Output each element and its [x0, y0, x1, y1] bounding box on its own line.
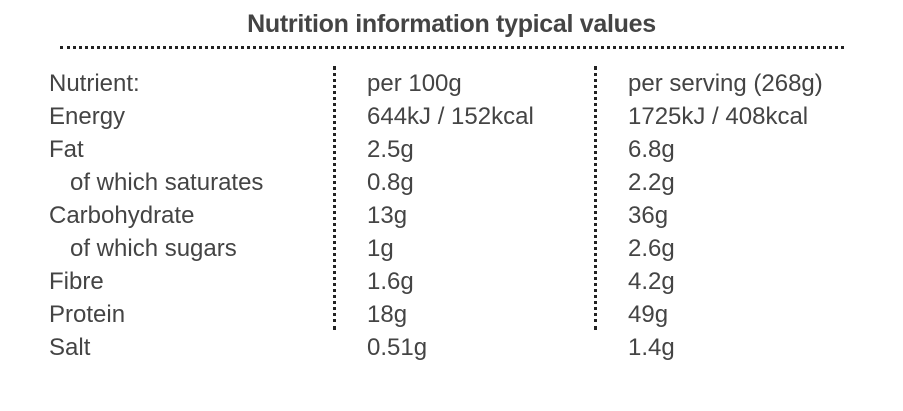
value-per-serving: 1725kJ / 408kcal	[628, 103, 809, 130]
table-row: of which sugars 1g 2.6g	[0, 232, 903, 265]
value-per-100g: 1g	[367, 235, 394, 262]
value-per-100g: 644kJ / 152kcal	[367, 103, 534, 130]
table-row: Energy 644kJ / 152kcal 1725kJ / 408kcal	[0, 100, 903, 133]
nutrition-table: Nutrient: per 100g per serving (268g) En…	[0, 67, 903, 364]
table-row: Salt 0.51g 1.4g	[0, 331, 903, 364]
value-per-100g: 0.51g	[367, 334, 428, 361]
nutrient-name: of which saturates	[70, 169, 264, 196]
value-per-100g: 2.5g	[367, 136, 414, 163]
nutrient-name: Carbohydrate	[49, 202, 195, 229]
value-per-serving: 36g	[628, 202, 669, 229]
value-per-serving: 1.4g	[628, 334, 675, 361]
value-per-serving: 2.2g	[628, 169, 675, 196]
value-per-serving: 4.2g	[628, 268, 675, 295]
value-per-100g: 0.8g	[367, 169, 414, 196]
table-row: Carbohydrate 13g 36g	[0, 199, 903, 232]
nutrient-name: Protein	[49, 301, 126, 328]
table-row: Fat 2.5g 6.8g	[0, 133, 903, 166]
value-per-serving: 49g	[628, 301, 669, 328]
table-row: Protein 18g 49g	[0, 298, 903, 331]
table-row: Fibre 1.6g 4.2g	[0, 265, 903, 298]
nutrient-name: Energy	[49, 103, 126, 130]
nutrient-name: Salt	[49, 334, 91, 361]
table-row: of which saturates 0.8g 2.2g	[0, 166, 903, 199]
value-per-100g: 18g	[367, 301, 408, 328]
table-title: Nutrition information typical values	[247, 10, 656, 38]
value-per-serving: 6.8g	[628, 136, 675, 163]
column-divider-1	[333, 66, 336, 330]
title-divider	[60, 46, 844, 49]
header-nutrient: Nutrient:	[49, 70, 140, 97]
value-per-100g: 1.6g	[367, 268, 414, 295]
column-divider-2	[594, 66, 597, 330]
header-per-100g: per 100g	[367, 70, 462, 97]
nutrient-name: Fibre	[49, 268, 104, 295]
nutrient-name: Fat	[49, 136, 84, 163]
nutrient-name: of which sugars	[70, 235, 237, 262]
value-per-serving: 2.6g	[628, 235, 675, 262]
header-per-serving: per serving (268g)	[628, 70, 823, 97]
value-per-100g: 13g	[367, 202, 408, 229]
table-header-row: Nutrient: per 100g per serving (268g)	[0, 67, 903, 100]
